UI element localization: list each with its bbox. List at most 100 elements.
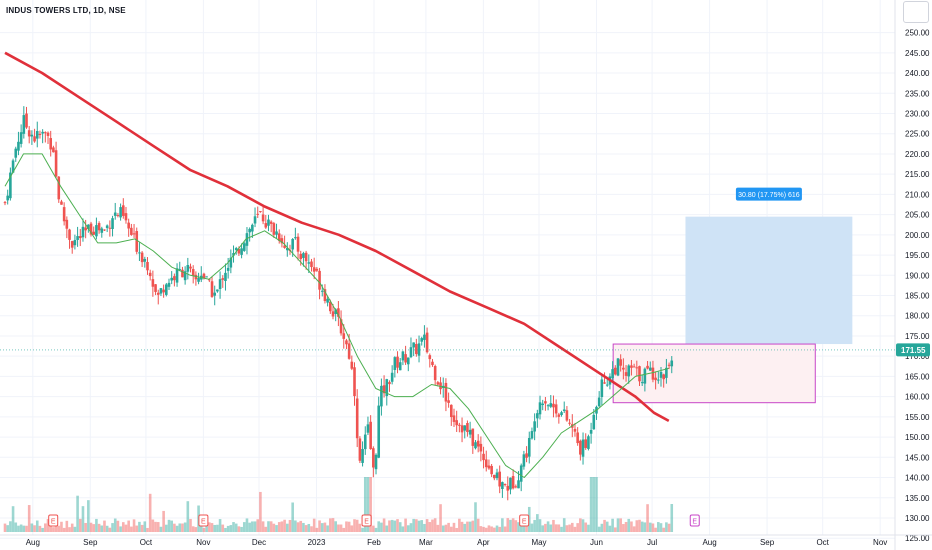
candle-body: [549, 403, 553, 407]
candle-body: [640, 382, 644, 384]
earnings-e-icon[interactable]: E: [519, 514, 530, 527]
volume-bar: [267, 521, 270, 532]
volume-bar: [390, 519, 394, 532]
candle-body: [506, 485, 510, 491]
volume-bar: [458, 518, 461, 532]
volume-bar: [382, 518, 386, 532]
candle-body: [449, 404, 453, 418]
drawing-boxes[interactable]: [612, 216, 853, 404]
volume-bar: [87, 500, 90, 532]
volume-bar: [178, 523, 182, 532]
y-tick-label: 125.00: [905, 534, 930, 543]
volume-bar: [474, 502, 477, 532]
volume-bar: [538, 519, 542, 532]
candle-body: [218, 279, 222, 289]
volume-bar: [302, 522, 305, 532]
candle-body: [132, 233, 136, 235]
volume-bar: [84, 522, 87, 532]
y-tick-label: 150.00: [905, 433, 930, 442]
volume-bar: [181, 523, 184, 532]
volume-bar: [527, 506, 531, 532]
candle-body: [143, 258, 147, 262]
target-zone-box[interactable]: [685, 216, 853, 345]
price-axis[interactable]: 250.00 245.00 240.00 235.00 230.00 225.00 220.…: [894, 0, 930, 550]
candle-body: [428, 355, 432, 360]
volume-bar: [342, 527, 346, 532]
volume-bar: [294, 520, 297, 532]
earnings-e-icon[interactable]: E: [689, 514, 700, 527]
candle-body: [87, 224, 90, 230]
chart-title: INDUS TOWERS LTD, 1D, NSE: [6, 6, 126, 15]
volume-bar: [173, 523, 176, 532]
volume-bar: [479, 526, 483, 532]
candle-body: [140, 252, 144, 263]
candlesticks: [3, 106, 674, 501]
volume-bar: [525, 525, 528, 532]
volume-bar: [490, 526, 493, 532]
candle-body: [275, 231, 278, 235]
candle-body: [519, 465, 523, 482]
volume-bar: [517, 522, 520, 532]
volume-bar: [323, 522, 327, 532]
candle-body: [466, 423, 469, 433]
candle-body: [562, 409, 566, 411]
volume-bar: [380, 522, 383, 532]
volume-bar: [552, 519, 555, 532]
candle-body: [415, 344, 418, 355]
volume-bar: [495, 525, 499, 532]
candle-body: [3, 202, 7, 204]
time-axis[interactable]: Aug Sep Oct Nov Dec 2023 Feb Mar Apr May Jun Jul Aug…: [0, 534, 932, 547]
candle-body: [484, 459, 488, 468]
y-tick-label: 170.00: [905, 352, 930, 361]
candle-body: [576, 432, 579, 444]
volume-bar: [439, 504, 442, 532]
candle-body: [552, 403, 555, 408]
volume-bar: [186, 501, 190, 532]
x-tick-label: May: [531, 538, 546, 547]
volume-bar: [240, 526, 243, 532]
candle-body: [283, 245, 286, 248]
candle-body: [108, 227, 112, 229]
volume-bar: [22, 525, 26, 532]
y-tick-label: 130.00: [905, 514, 930, 523]
volume-bar: [353, 519, 356, 532]
candle-body: [638, 366, 641, 382]
candle-body: [111, 218, 114, 229]
y-tick-label: 145.00: [905, 453, 930, 462]
volume-bar: [81, 506, 85, 532]
earnings-e-icon[interactable]: E: [361, 514, 372, 527]
volume-bar: [259, 491, 262, 532]
volume-bar: [600, 523, 604, 532]
candle-body: [14, 148, 18, 158]
candle-body: [557, 414, 561, 417]
volume-bar: [554, 524, 558, 532]
volume-bar: [638, 519, 641, 532]
candle-body: [522, 454, 526, 467]
volume-bar: [498, 526, 501, 532]
candle-body: [425, 332, 429, 353]
volume-bar: [355, 519, 359, 532]
earnings-e-icon[interactable]: E: [48, 514, 59, 527]
candle-body: [259, 211, 262, 213]
candle-body: [630, 365, 633, 368]
candle-body: [363, 434, 367, 450]
earnings-e-icon[interactable]: E: [198, 514, 209, 527]
candle-body: [216, 289, 219, 292]
volume-bar: [261, 521, 265, 532]
candle-body: [84, 227, 87, 231]
candle-body: [654, 377, 657, 381]
volume-bar: [570, 522, 574, 532]
consolidation-range-box[interactable]: [612, 343, 816, 404]
volume-bar: [285, 523, 289, 532]
candle-body: [498, 471, 501, 487]
candle-body: [226, 267, 230, 271]
candle-body: [667, 364, 671, 366]
volume-bar: [536, 514, 539, 532]
x-tick-label: Jun: [590, 538, 603, 547]
volume-bar: [202, 527, 206, 532]
volume-bar: [253, 521, 257, 532]
auto-scale-button[interactable]: [903, 1, 929, 23]
candle-body: [221, 278, 225, 280]
